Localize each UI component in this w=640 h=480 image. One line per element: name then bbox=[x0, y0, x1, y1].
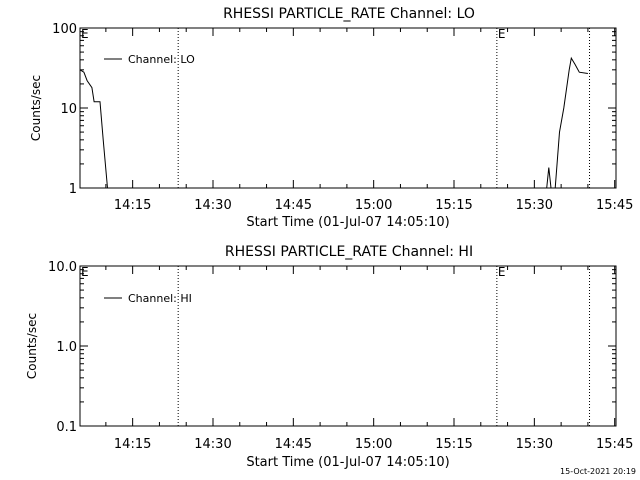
panel-lo: RHESSI PARTICLE_RATE Channel: LO 14:15 14… bbox=[29, 6, 633, 230]
time-marker-label: E bbox=[81, 265, 89, 279]
x-tick-label: 14:15 bbox=[114, 198, 151, 213]
panel-lo-legend-label: Channel: LO bbox=[128, 53, 195, 66]
y-tick-label: 1 bbox=[69, 182, 77, 197]
panel-hi-x-ticks: 14:15 14:30 14:45 15:00 15:15 15:30 15:45 bbox=[105, 266, 633, 452]
x-tick-label: 14:15 bbox=[114, 437, 151, 452]
x-tick-label: 15:30 bbox=[516, 437, 553, 452]
panel-lo-legend: Channel: LO bbox=[104, 53, 195, 66]
panel-lo-x-axis-label: Start Time (01-Jul-07 14:05:10) bbox=[246, 215, 449, 230]
x-tick-label: 15:45 bbox=[596, 437, 633, 452]
panel-hi: RHESSI PARTICLE_RATE Channel: HI 14:15 14… bbox=[25, 244, 633, 470]
panel-lo-x-ticks: 14:15 14:30 14:45 15:00 15:15 15:30 15:45 bbox=[105, 28, 633, 213]
panel-hi-plot-frame bbox=[79, 265, 617, 427]
panel-lo-y-ticks: 100 10 1 bbox=[52, 22, 616, 197]
y-tick-label: 100 bbox=[52, 22, 77, 37]
panel-hi-y-axis-label: Counts/sec bbox=[25, 313, 39, 379]
time-marker-label: E bbox=[81, 27, 89, 41]
x-tick-label: 15:00 bbox=[355, 437, 392, 452]
panel-hi-x-axis-label: Start Time (01-Jul-07 14:05:10) bbox=[246, 455, 449, 470]
panel-hi-legend: Channel: HI bbox=[104, 292, 192, 305]
x-tick-label: 14:30 bbox=[194, 437, 231, 452]
y-tick-label: 1.0 bbox=[56, 340, 77, 355]
panel-lo-y-axis-label: Counts/sec bbox=[29, 75, 43, 141]
y-tick-label: 10.0 bbox=[48, 260, 77, 275]
x-tick-label: 15:30 bbox=[516, 198, 553, 213]
x-tick-label: 15:45 bbox=[596, 198, 633, 213]
panel-hi-legend-label: Channel: HI bbox=[128, 292, 192, 305]
panel-hi-title: RHESSI PARTICLE_RATE Channel: HI bbox=[225, 244, 473, 260]
x-tick-label: 15:15 bbox=[435, 437, 472, 452]
panel-lo-series bbox=[79, 56, 588, 189]
x-tick-label: 14:30 bbox=[194, 198, 231, 213]
panel-hi-y-ticks: 10.0 1.0 0.1 bbox=[48, 260, 616, 435]
y-tick-label: 10 bbox=[60, 102, 77, 117]
x-tick-label: 14:45 bbox=[275, 198, 312, 213]
panel-lo-plot-frame bbox=[79, 27, 617, 189]
panel-lo-title: RHESSI PARTICLE_RATE Channel: LO bbox=[223, 6, 475, 22]
series-line-segment bbox=[546, 56, 588, 189]
time-marker-label: E bbox=[498, 27, 506, 41]
generation-timestamp: 15-Oct-2021 20:19 bbox=[560, 467, 636, 476]
x-tick-label: 15:15 bbox=[435, 198, 472, 213]
time-marker-label: E bbox=[498, 265, 506, 279]
y-tick-label: 0.1 bbox=[56, 420, 77, 435]
x-tick-label: 14:45 bbox=[275, 437, 312, 452]
series-line-segment bbox=[79, 69, 108, 189]
x-tick-label: 15:00 bbox=[355, 198, 392, 213]
